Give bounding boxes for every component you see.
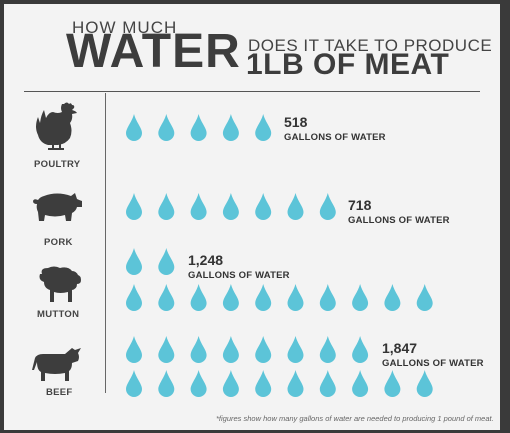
header-divider [24, 91, 480, 92]
water-drop-poultry [222, 114, 239, 141]
footnote: *figures show how many gallons of water … [216, 414, 494, 423]
water-drop-mutton [190, 284, 207, 311]
water-drop-mutton [158, 248, 175, 275]
water-drop-pork [126, 193, 142, 220]
title-does-it-take: DOES IT TAKE TO PRODUCE [248, 36, 493, 55]
water-drop-pork [190, 193, 207, 220]
water-drop-beef [319, 370, 336, 397]
unit-mutton: GALLONS OF WATER [188, 270, 290, 281]
label-beef: BEEF [46, 387, 73, 398]
chicken-icon [36, 102, 77, 150]
water-drop-beef [255, 370, 272, 397]
water-drop-beef [190, 370, 207, 397]
water-drop-mutton [255, 284, 272, 312]
title-1lb-of-meat: 1LB OF MEAT [246, 48, 450, 81]
label-poultry: POULTRY [34, 159, 81, 170]
value-poultry: 518 [284, 114, 308, 130]
water-drop-mutton [416, 284, 433, 311]
column-divider [105, 93, 106, 393]
water-drop-poultry [190, 114, 207, 141]
title-water: WATER [66, 25, 241, 78]
water-drop-mutton [126, 284, 142, 311]
value-mutton: 1,248 [188, 252, 224, 268]
water-drop-pork [319, 193, 336, 220]
water-drop-pork [158, 193, 175, 220]
water-drop-beef [222, 336, 239, 363]
water-drop-poultry [158, 114, 175, 141]
water-drop-beef [352, 370, 369, 397]
water-drop-pork [222, 193, 239, 220]
water-drop-beef [126, 370, 142, 397]
title-how-much: HOW MUCH [72, 18, 178, 37]
water-drop-beef [190, 336, 207, 363]
water-drop-beef [416, 370, 433, 397]
water-drop-beef [158, 336, 175, 363]
label-pork: PORK [44, 237, 73, 248]
water-drop-beef [384, 370, 401, 397]
cow-icon [32, 348, 81, 381]
water-drop-mutton [222, 284, 239, 311]
water-drop-poultry [126, 114, 142, 141]
unit-poultry: GALLONS OF WATER [284, 132, 386, 143]
water-drop-mutton [352, 284, 369, 311]
water-drop-beef [287, 370, 304, 397]
water-drop-beef [158, 370, 175, 397]
water-drop-pork [255, 193, 272, 221]
water-drop-pork [287, 193, 304, 220]
unit-beef: GALLONS OF WATER [382, 358, 484, 369]
sheep-icon [39, 266, 81, 302]
value-beef: 1,847 [382, 340, 418, 356]
water-drop-beef [352, 336, 369, 363]
water-drop-mutton [319, 284, 336, 311]
unit-pork: GALLONS OF WATER [348, 215, 450, 226]
water-drop-beef [126, 336, 142, 363]
value-pork: 718 [348, 197, 372, 213]
water-drop-beef [255, 336, 272, 363]
water-drop-mutton [287, 284, 304, 311]
water-drop-mutton [126, 248, 142, 275]
water-drop-beef [222, 370, 239, 397]
water-drop-mutton [158, 284, 175, 311]
water-drop-beef [319, 336, 336, 363]
water-drop-poultry [255, 114, 272, 142]
label-mutton: MUTTON [37, 309, 80, 320]
water-drop-beef [287, 336, 304, 363]
water-drop-mutton [384, 284, 401, 311]
infographic-panel: HOW MUCH WATER DOES IT TAKE TO PRODUCE 1… [4, 4, 500, 430]
pig-icon [33, 193, 82, 221]
